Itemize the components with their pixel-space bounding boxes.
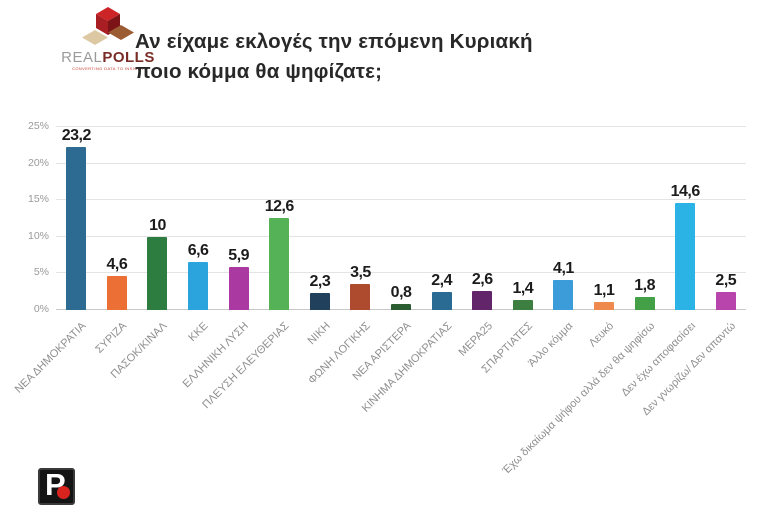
bar-column: 2,4 bbox=[421, 127, 462, 310]
bar-column: 0,8 bbox=[381, 127, 422, 310]
bar-value-label: 12,6 bbox=[264, 197, 295, 215]
bar-value-label: 14,6 bbox=[670, 183, 701, 201]
bar-ΣΥΡΙΖΑ bbox=[106, 276, 127, 310]
y-axis-tick: 20% bbox=[27, 156, 49, 169]
x-axis-label: ΝΙΚΗ bbox=[305, 320, 333, 348]
bar-value-label: 1,8 bbox=[634, 276, 655, 294]
x-axis-label: Λευκό bbox=[586, 320, 617, 350]
page-title-line2: ποιο κόμμα θα ψηφίζατε; bbox=[135, 60, 383, 83]
realpolls-logo: REALPOLLS CONVERTING DATA TO INSIGHT bbox=[58, 6, 158, 71]
bar-column: 2,3 bbox=[300, 127, 341, 310]
brand-polls: POLLS bbox=[102, 49, 155, 66]
y-axis-tick: 25% bbox=[27, 120, 49, 132]
bar-column: 2,6 bbox=[462, 127, 503, 310]
gridline-25 bbox=[56, 126, 746, 127]
bar-value-label: 2,4 bbox=[431, 272, 453, 290]
cube-logo-icon bbox=[82, 7, 134, 45]
bar-value-label: 10 bbox=[149, 216, 166, 234]
bar-value-label: 1,4 bbox=[512, 279, 534, 297]
gridline-10 bbox=[56, 235, 746, 237]
x-axis-label: ΚΚΕ bbox=[186, 320, 211, 345]
brand-real: REAL bbox=[61, 49, 103, 66]
y-axis-tick: 10% bbox=[27, 229, 49, 242]
bar-column: 4,6 bbox=[97, 127, 138, 310]
gridline-20 bbox=[56, 162, 746, 164]
bar-value-label: 2,5 bbox=[715, 271, 737, 289]
bar-ΣΠΑΡΤΙΑΤΕΣ bbox=[512, 299, 533, 310]
gridline-5 bbox=[56, 272, 746, 274]
x-axis-label: Έχω δικαίωμα ψήφου αλλά δεν θα ψηφίσω bbox=[500, 320, 658, 477]
x-axis-label: ΣΥΡΙΖΑ bbox=[93, 320, 130, 356]
bar-value-label: 5,9 bbox=[228, 246, 250, 264]
bar-value-label: 6,6 bbox=[187, 241, 209, 259]
bar-value-label: 4,6 bbox=[106, 256, 128, 274]
bar-ΦΩΝΗ ΛΟΓΙΚΗΣ bbox=[350, 284, 371, 310]
bar-ΝΙΚΗ bbox=[309, 293, 330, 310]
bar-columns: 23,2 4,6 10 6,6 5,9 12,6 2,3 3,5 0,8 2,4 2,6 1,4 4,1… bbox=[56, 127, 746, 310]
x-axis-label: Δεν έχω αποφασίσει bbox=[618, 320, 698, 399]
bar-column: 2,5 bbox=[706, 127, 747, 310]
bar-ΠΑΣΟΚ/ΚΙΝΑΛ bbox=[147, 236, 168, 310]
y-axis-tick: 15% bbox=[27, 193, 49, 206]
y-axis-tick: 0% bbox=[33, 303, 49, 315]
bar-column: 14,6 bbox=[665, 127, 706, 310]
page-title-line1: Αν είχαμε εκλογές την επόμενη Κυριακή bbox=[135, 30, 533, 53]
bar-ΕΛΛΗΝΙΚΗ ΛΥΣΗ bbox=[228, 266, 249, 310]
bar-value-label: 1,1 bbox=[593, 281, 615, 299]
bar-ΝΕΑ ΔΗΜΟΚΡΑΤΙΑ bbox=[66, 147, 87, 310]
bar-value-label: 0,8 bbox=[390, 284, 412, 302]
x-axis-labels: ΝΕΑ ΔΗΜΟΚΡΑΤΙΑ ΣΥΡΙΖΑ ΠΑΣΟΚ/ΚΙΝΑΛ ΚΚΕ ΕΛΛΗΝΙ… bbox=[13, 310, 746, 477]
page-title: Αν είχαμε εκλογές την επόμενη Κυριακή πο… bbox=[135, 27, 533, 87]
brand-text: REALPOLLS bbox=[58, 50, 158, 65]
bar-ΠΛΕΥΣΗ ΕΛΕΥΘΕΡΙΑΣ bbox=[269, 217, 290, 310]
y-axis-tick: 5% bbox=[33, 266, 49, 279]
bar-ΝΕΑ ΑΡΙΣΤΕΡΑ bbox=[391, 304, 412, 310]
bar-column: 12,6 bbox=[259, 127, 300, 310]
x-axis-label: ΠΛΕΥΣΗ ΕΛΕΥΘΕΡΙΑΣ bbox=[200, 320, 292, 412]
bar-value-label: 2,6 bbox=[471, 270, 493, 288]
bar-chart: 0% 5% 10% 15% 20% 25% 23,2 4,6 10 6,6 5,9 12,6 2,3 3,… bbox=[13, 120, 746, 477]
bar-column: 1,4 bbox=[503, 127, 544, 310]
bar-column: 6,6 bbox=[178, 127, 219, 310]
bar-ΜΕΡΑ25 bbox=[472, 290, 493, 310]
bar-value-label: 2,3 bbox=[309, 273, 331, 291]
brand-tagline: CONVERTING DATA TO INSIGHT bbox=[72, 66, 144, 71]
x-axis-label: ΜΕΡΑ25 bbox=[456, 320, 495, 359]
bar-ΚΚΕ bbox=[188, 261, 209, 310]
plot-area: 0% 5% 10% 15% 20% 25% 23,2 4,6 10 6,6 5,9 12,6 2,3 3,… bbox=[28, 120, 746, 315]
p-logo-red-dot bbox=[57, 486, 70, 499]
bar-ΚΙΝΗΜΑ ΔΗΜΟΚΡΑΤΙΑΣ bbox=[431, 292, 452, 310]
bar-Λευκό bbox=[594, 301, 615, 310]
bar-column: 1,8 bbox=[624, 127, 665, 310]
bar-column: 1,1 bbox=[584, 127, 625, 310]
bar-value-label: 23,2 bbox=[61, 127, 92, 144]
bar-value-label: 4,1 bbox=[553, 260, 574, 277]
x-axis-label: ΝΕΑ ΔΗΜΟΚΡΑΤΙΑ bbox=[13, 320, 89, 396]
bar-Έχω δικαίωμα ψήφου αλλά δεν θα ψηφίσω bbox=[634, 296, 655, 310]
bar-Δεν έχω αποφασίσει bbox=[675, 203, 696, 310]
p-dot-logo: P bbox=[38, 467, 75, 505]
bar-column: 3,5 bbox=[340, 127, 381, 310]
bar-column: 23,2 bbox=[56, 127, 97, 310]
gridline-15 bbox=[56, 199, 746, 201]
bar-value-label: 3,5 bbox=[350, 264, 371, 282]
bar-column: 5,9 bbox=[218, 127, 259, 310]
bar-column: 10 bbox=[137, 127, 178, 310]
bar-Άλλο κόμμα bbox=[553, 280, 574, 310]
bar-Δεν γνωρίζω/ Δεν απαντώ bbox=[715, 291, 736, 310]
bar-column: 4,1 bbox=[543, 127, 584, 310]
